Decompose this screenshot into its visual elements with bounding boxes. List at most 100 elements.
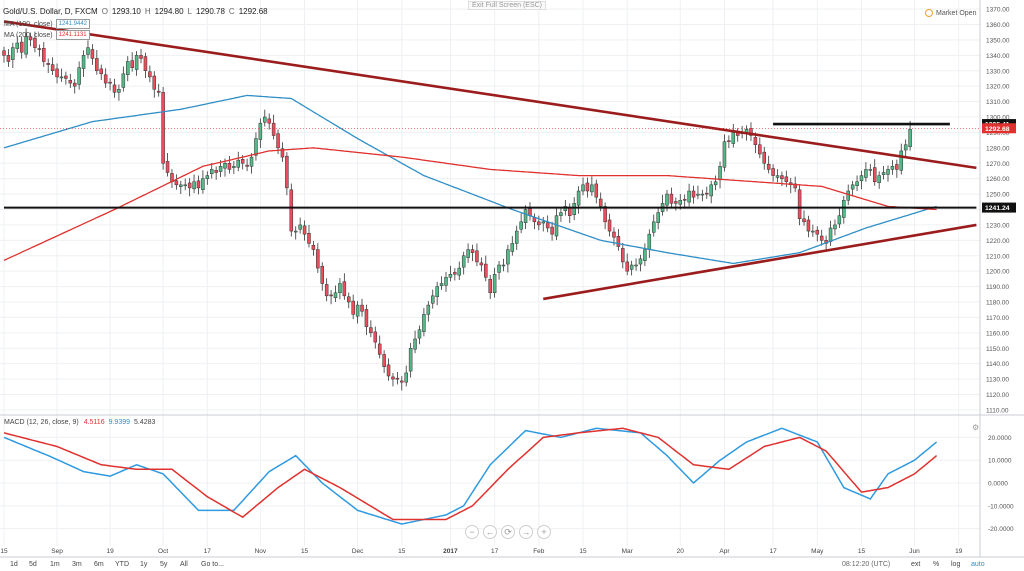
candle[interactable]: [545, 222, 550, 229]
candle[interactable]: [139, 55, 143, 59]
ma200-line[interactable]: [3, 147, 937, 261]
exit-fullscreen-button[interactable]: Exit Full Screen (ESC): [468, 1, 547, 10]
candle[interactable]: [855, 181, 859, 187]
candle[interactable]: [528, 208, 532, 216]
candle[interactable]: [665, 193, 669, 206]
candle[interactable]: [426, 304, 431, 315]
candle[interactable]: [895, 164, 899, 170]
candle[interactable]: [90, 49, 95, 59]
time-axis[interactable]: 15 Sep 19 Oct 17 Nov 15 Dec 15 2017 17 Feb 15 Mar 20 Ap…: [0, 548, 962, 555]
candle[interactable]: [859, 175, 864, 182]
scroll-right-button[interactable]: →: [519, 525, 533, 539]
candle[interactable]: [422, 314, 426, 332]
candle[interactable]: [802, 218, 806, 223]
candle[interactable]: [780, 175, 784, 179]
symbol-header[interactable]: Gold/U.S. Dollar, D, FXCM O 1293.10 H 12…: [3, 7, 268, 16]
candle[interactable]: [678, 200, 683, 205]
candle[interactable]: [766, 163, 771, 170]
tf-1y[interactable]: 1y: [140, 561, 148, 568]
candle[interactable]: [674, 201, 678, 204]
candle[interactable]: [232, 166, 236, 168]
candle[interactable]: [351, 300, 355, 315]
zoom-in-button[interactable]: +: [537, 525, 551, 539]
macd-line[interactable]: [3, 427, 938, 525]
candle[interactable]: [342, 281, 347, 297]
candle[interactable]: [492, 274, 497, 293]
candle[interactable]: [298, 224, 302, 230]
candle[interactable]: [607, 219, 612, 232]
candle[interactable]: [64, 75, 68, 79]
candle[interactable]: [395, 377, 400, 380]
candle[interactable]: [240, 158, 245, 164]
candle[interactable]: [453, 272, 457, 275]
macd-legend[interactable]: MACD (12, 26, close, 9) 4.5116 9.9399 5.…: [4, 419, 155, 426]
candle[interactable]: [713, 181, 718, 186]
candle[interactable]: [797, 189, 802, 219]
candle[interactable]: [506, 249, 510, 265]
candle[interactable]: [391, 376, 395, 380]
candle[interactable]: [616, 236, 621, 247]
candle[interactable]: [559, 212, 563, 216]
candle[interactable]: [223, 163, 227, 169]
candle[interactable]: [457, 267, 462, 276]
candle[interactable]: [209, 169, 214, 174]
candle[interactable]: [302, 225, 307, 235]
candle[interactable]: [50, 64, 55, 72]
candle[interactable]: [205, 175, 210, 179]
candle[interactable]: [382, 354, 386, 367]
candle[interactable]: [722, 141, 727, 168]
candle[interactable]: [192, 181, 196, 190]
candle[interactable]: [95, 58, 99, 72]
reset-button[interactable]: ⟳: [501, 525, 515, 539]
candle[interactable]: [183, 184, 187, 187]
candle[interactable]: [890, 166, 895, 170]
candle[interactable]: [625, 261, 629, 272]
candle[interactable]: [408, 348, 413, 372]
tf-1m[interactable]: 1m: [50, 561, 60, 568]
candle[interactable]: [550, 226, 554, 235]
candle[interactable]: [833, 224, 837, 230]
candle[interactable]: [400, 380, 404, 383]
tf-6m[interactable]: 6m: [94, 561, 104, 568]
candle[interactable]: [329, 294, 333, 297]
tf-all[interactable]: All: [180, 561, 188, 568]
candle[interactable]: [842, 200, 846, 218]
tf-ytd[interactable]: YTD: [115, 561, 129, 568]
candle[interactable]: [868, 169, 873, 171]
candle[interactable]: [598, 198, 603, 207]
candle[interactable]: [338, 283, 342, 293]
candle[interactable]: [466, 249, 470, 258]
candle[interactable]: [143, 56, 148, 71]
candle[interactable]: [819, 235, 824, 241]
candle[interactable]: [316, 249, 320, 269]
candle[interactable]: [682, 199, 687, 201]
candle[interactable]: [691, 190, 696, 198]
candle[interactable]: [148, 71, 152, 78]
tf-5y[interactable]: 5y: [160, 561, 168, 568]
candle[interactable]: [280, 148, 285, 158]
candle[interactable]: [271, 122, 276, 136]
ma100-line[interactable]: [3, 94, 937, 265]
candle[interactable]: [130, 60, 134, 68]
candle[interactable]: [2, 50, 6, 56]
candle[interactable]: [700, 193, 705, 196]
candle[interactable]: [276, 133, 280, 149]
candle[interactable]: [479, 262, 484, 266]
candle[interactable]: [448, 274, 453, 278]
candle[interactable]: [908, 129, 912, 147]
candle[interactable]: [59, 76, 64, 79]
candle[interactable]: [19, 41, 24, 53]
candle[interactable]: [541, 221, 545, 224]
scroll-left-button[interactable]: ←: [483, 525, 497, 539]
candle[interactable]: [15, 42, 20, 49]
ext-toggle[interactable]: ext: [911, 561, 921, 568]
candle[interactable]: [634, 264, 638, 267]
candle[interactable]: [68, 80, 73, 84]
candle[interactable]: [324, 284, 329, 297]
candle[interactable]: [864, 169, 868, 178]
candle[interactable]: [430, 295, 435, 304]
percent-toggle[interactable]: %: [933, 561, 940, 568]
candle[interactable]: [444, 277, 448, 286]
candle[interactable]: [687, 190, 691, 203]
candle[interactable]: [258, 122, 263, 140]
